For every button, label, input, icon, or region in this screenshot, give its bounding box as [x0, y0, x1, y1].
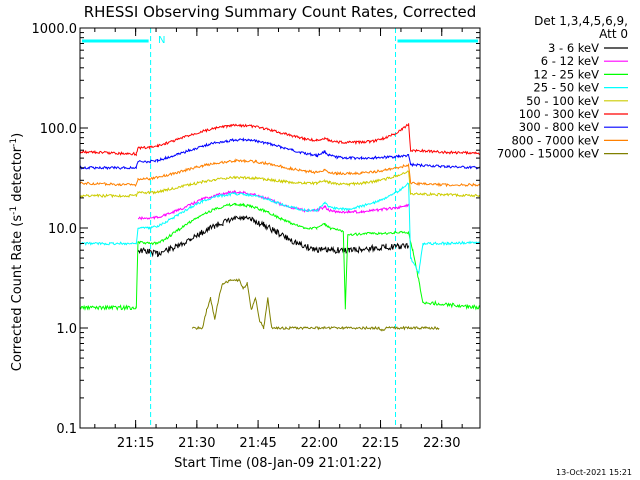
series-line-6 [80, 139, 480, 169]
legend-label: 50 - 100 keV [526, 94, 599, 108]
y-tick-label: 100.0 [40, 122, 77, 137]
footer-timestamp: 13-Oct-2021 15:21 [556, 468, 632, 477]
series-line-3 [80, 183, 480, 273]
y-tick-label: 1000.0 [32, 22, 78, 37]
series-line-5 [80, 123, 480, 155]
legend-header-line1: Det 1,3,4,5,6,9, [534, 14, 628, 28]
x-tick-label: 22:15 [362, 436, 399, 451]
x-tick-label: 22:30 [423, 436, 460, 451]
series-line-4 [80, 171, 480, 197]
x-tick-label: 21:15 [117, 436, 154, 451]
x-axis-label: Start Time (08-Jan-09 21:01:22) [174, 456, 382, 471]
y-label-sup1: -1 [9, 206, 19, 215]
series-lines [80, 123, 480, 331]
y-axis-label: Corrected Count Rate (s-1 detector-1) [9, 133, 25, 371]
y-label-sup2: -1 [9, 138, 19, 147]
series-line-0 [138, 216, 409, 257]
x-tick-label: 21:30 [178, 436, 215, 451]
legend-label: 800 - 7000 keV [511, 133, 599, 147]
y-tick-label: 0.1 [56, 422, 77, 437]
x-tick-label: 21:45 [239, 436, 276, 451]
y-tick-label: 10.0 [48, 222, 77, 237]
legend-label: 7000 - 15000 keV [497, 147, 599, 161]
legend-header-line2: Att 0 [599, 27, 628, 41]
y-label-end: ) [10, 133, 25, 138]
y-label-main: Corrected Count Rate (s [10, 215, 25, 372]
legend-label: 300 - 800 keV [519, 120, 599, 134]
night-marker-label: N [158, 35, 165, 46]
plot-axes: 0.1 1.0 10.0 100.0 1000.0 21:15 21:30 21:45 22:0… [32, 22, 481, 451]
legend-label: 3 - 6 keV [548, 41, 599, 55]
x-tick-label: 22:00 [301, 436, 338, 451]
chart-title: RHESSI Observing Summary Count Rates, Co… [84, 3, 477, 21]
legend-label: 6 - 12 keV [541, 54, 599, 68]
legend-label: 25 - 50 keV [533, 81, 599, 95]
series-line-2 [80, 203, 480, 309]
y-label-mid: detector [10, 146, 25, 206]
legend-label: 12 - 25 keV [533, 67, 599, 81]
legend-label: 100 - 300 keV [519, 107, 599, 121]
y-tick-label: 1.0 [56, 322, 77, 337]
series-line-8 [192, 279, 439, 331]
